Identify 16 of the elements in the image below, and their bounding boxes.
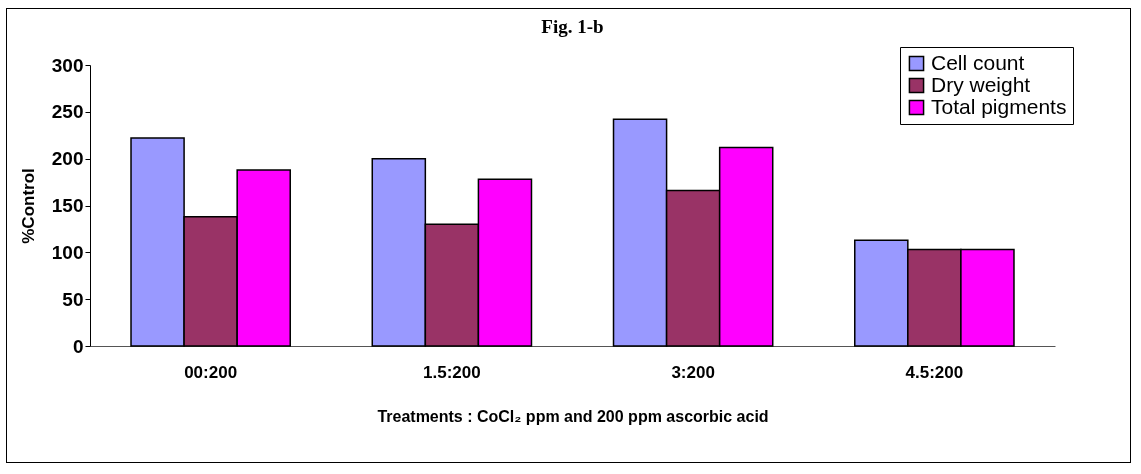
y-tick-label: 300 bbox=[51, 54, 84, 76]
y-tick-label: 200 bbox=[51, 148, 84, 170]
chart-title: Fig. 1-b bbox=[541, 15, 604, 37]
x-tick-label: 3:200 bbox=[671, 362, 715, 382]
legend-label: Dry weight bbox=[931, 72, 1031, 96]
y-tick-label: 50 bbox=[62, 288, 84, 310]
x-tick-label: 1.5:200 bbox=[423, 362, 481, 382]
y-axis-title: %Control bbox=[18, 168, 38, 244]
x-tick-label: 00:200 bbox=[184, 362, 238, 382]
y-tick-label: 0 bbox=[72, 335, 84, 357]
x-axis-title: Treatments : CoCl₂ ppm and 200 ppm ascorbic acid bbox=[377, 407, 769, 425]
y-tick-label: 250 bbox=[51, 101, 84, 123]
y-tick-label: 150 bbox=[51, 195, 84, 216]
x-tick-label: 4.5:200 bbox=[905, 362, 964, 382]
legend-label: Cell count bbox=[931, 50, 1025, 74]
y-tick-label: 100 bbox=[51, 241, 84, 263]
